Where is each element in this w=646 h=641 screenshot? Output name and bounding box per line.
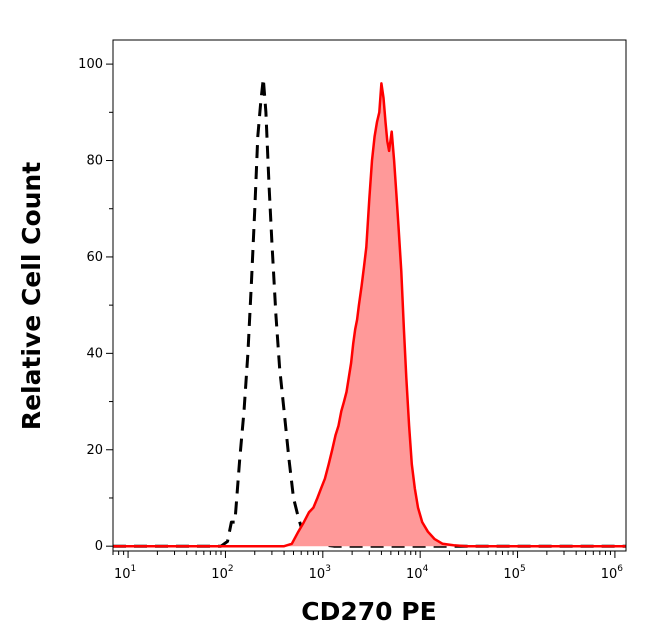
y-tick-label: 40	[86, 346, 103, 361]
y-tick-label: 20	[86, 443, 103, 458]
y-axis-title: Relative Cell Count	[17, 162, 46, 430]
series-layer	[113, 77, 626, 548]
sample-histogram-line	[113, 82, 626, 548]
y-axis: 0 20 40 60 80 100	[78, 57, 113, 554]
y-tick-label: 80	[86, 154, 103, 169]
x-tick-label: 101	[114, 564, 136, 582]
y-tick-label: 0	[95, 539, 103, 554]
x-axis-title: CD270 PE	[301, 597, 436, 626]
x-tick-label: 106	[601, 564, 624, 582]
x-tick-label: 102	[211, 564, 233, 582]
x-tick-label: 103	[309, 564, 331, 582]
y-tick-label: 60	[86, 250, 103, 265]
x-tick-label: 104	[406, 564, 429, 582]
sample-histogram-fill	[113, 83, 626, 547]
control-histogram-line	[113, 77, 626, 548]
y-tick-label: 100	[78, 57, 103, 72]
x-tick-label: 105	[503, 564, 525, 582]
x-axis: 101 102 103 104 105 106	[112, 551, 624, 582]
